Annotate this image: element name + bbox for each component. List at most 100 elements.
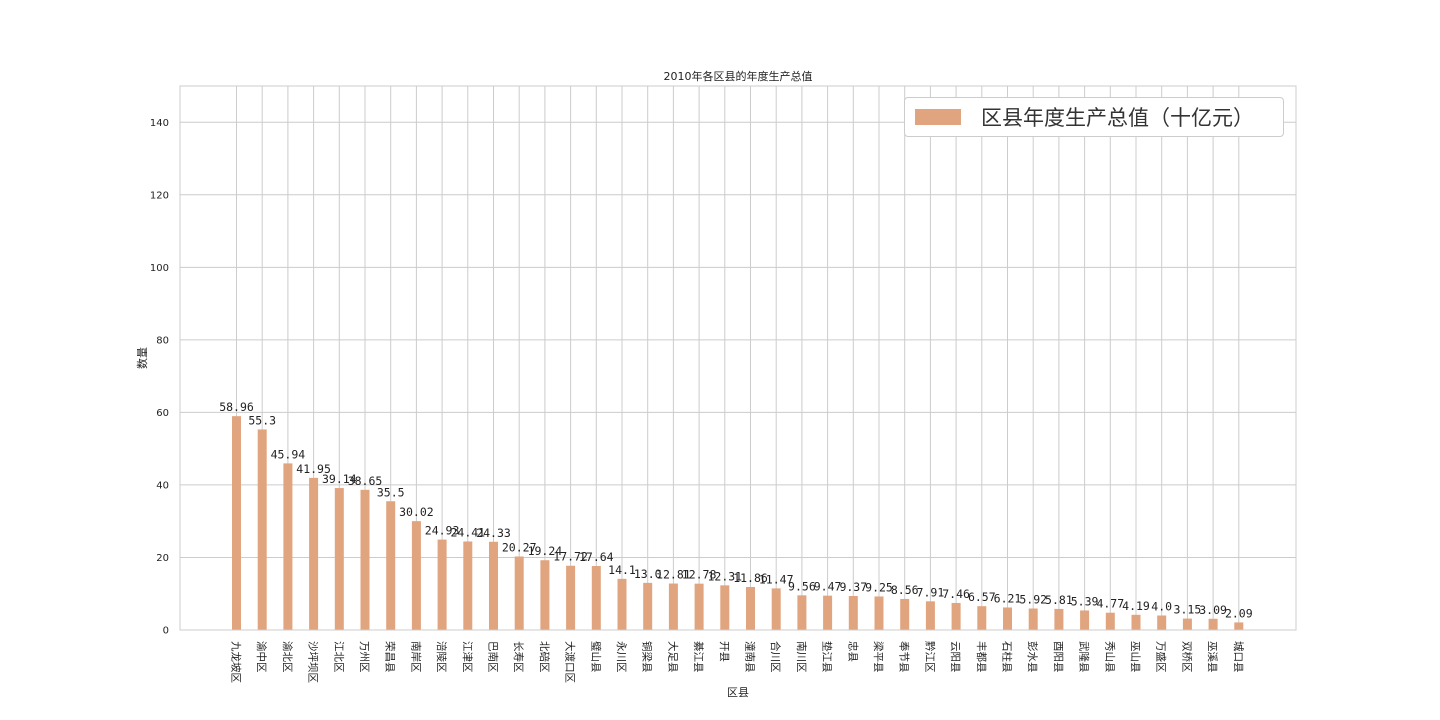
x-tick-label: 长寿区 [512,641,525,673]
x-axis-ticks: 九龙坡区 渝中区 渝北区 沙坪坝区 江北区 万州区 荣昌县 南岸区 涪陵区 江津区 巴南区 长寿区 北碚… [230,641,1244,683]
y-tick-label: 120 [150,190,169,201]
data-label: 2.09 [1225,606,1253,620]
x-tick-label: 城口县 [1232,641,1244,673]
x-tick-label: 忠县 [846,641,858,662]
data-label: 17.64 [579,550,614,564]
data-label: 14.1 [608,563,636,577]
x-tick-label: 江津区 [461,641,473,673]
data-label: 7.46 [942,587,970,601]
data-label: 4.19 [1122,599,1150,613]
x-tick-label: 巴南区 [487,641,500,673]
bar [951,602,961,630]
y-tick-label: 20 [156,553,169,564]
bar [1234,622,1244,630]
bar-series [232,416,1244,630]
data-label: 12.31 [707,569,742,583]
bar [257,429,267,630]
bar [1131,614,1141,630]
legend-label: 区县年度生产总值（十亿元） [981,106,1254,130]
data-label: 5.39 [1071,594,1099,608]
x-tick-label: 合川区 [769,641,782,673]
legend-swatch [915,109,961,125]
legend: 区县年度生产总值（十亿元） [904,97,1284,137]
bar [463,541,473,630]
x-tick-label: 巫溪县 [1206,641,1218,673]
bar [386,501,396,630]
x-tick-label: 双桥区 [1180,641,1192,673]
data-label: 7.91 [917,585,945,599]
data-label: 9.25 [865,580,893,594]
plot-area-frame [179,85,1297,631]
bar [1080,610,1090,630]
bar [360,489,370,630]
x-tick-label: 璧山县 [589,641,602,673]
data-label: 17.72 [553,550,588,564]
x-tick-label: 潼南县 [744,641,757,673]
data-label: 35.5 [377,485,405,499]
bar [1182,618,1192,630]
data-label: 6.21 [994,591,1022,605]
y-tick-label: 0 [163,626,169,637]
x-tick-label: 北碚区 [538,641,551,673]
x-tick-label: 开县 [718,641,730,662]
x-tick-label: 涪陵区 [435,641,448,673]
data-label: 20.27 [502,540,537,554]
x-tick-label: 垫江县 [821,641,834,673]
data-label: 24.33 [476,526,511,540]
data-label: 12.81 [656,568,691,582]
bar [874,596,884,630]
bar [771,588,781,630]
bar [668,583,678,630]
bar [309,477,319,630]
x-tick-label: 南岸区 [409,641,422,673]
x-tick-label: 黔江区 [923,641,936,673]
bar [540,560,550,630]
x-tick-label: 彭水县 [1026,641,1039,673]
data-label: 58.96 [219,400,254,414]
data-label: 3.09 [1199,603,1227,617]
x-tick-label: 綦江县 [692,641,705,673]
y-tick-label: 60 [156,408,169,419]
x-tick-label: 渝中区 [255,641,268,673]
bar [437,539,447,630]
x-tick-label: 永川区 [615,641,628,673]
x-tick-label: 石柱县 [1001,641,1014,673]
bar [489,541,498,630]
data-label: 12.78 [682,568,717,582]
data-label: 30.02 [399,505,434,519]
data-label: 41.95 [296,462,331,476]
grid-lines [180,86,1296,631]
x-tick-label: 九龙坡区 [230,641,243,683]
data-label: 4.0 [1151,599,1172,613]
bar [1208,618,1218,630]
bar [617,578,627,630]
data-label: 11.86 [733,571,768,585]
bar [848,596,858,630]
data-label: 55.3 [248,413,276,427]
bar [694,583,704,630]
x-tick-label: 沙坪坝区 [307,641,320,683]
data-label: 5.92 [1019,593,1047,607]
bar [797,595,807,630]
bar [643,582,653,630]
bar [411,521,421,630]
bar [1054,608,1064,630]
bar [232,416,241,630]
x-tick-label: 武隆县 [1078,641,1091,673]
data-label: 9.37 [839,580,867,594]
x-tick-label: 铜梁县 [641,641,654,673]
bar [1157,615,1167,630]
x-tick-label: 巫山县 [1129,641,1141,673]
x-tick-label: 大渡口区 [564,641,577,683]
y-tick-label: 80 [156,335,169,346]
y-tick-label: 100 [150,263,169,274]
data-label: 13.0 [634,567,662,581]
bar [283,463,293,630]
y-tick-label: 40 [156,480,169,491]
data-label: 11.47 [759,572,794,586]
data-label: 8.56 [891,583,919,597]
data-label: 24.41 [450,525,485,539]
bar [823,595,833,630]
